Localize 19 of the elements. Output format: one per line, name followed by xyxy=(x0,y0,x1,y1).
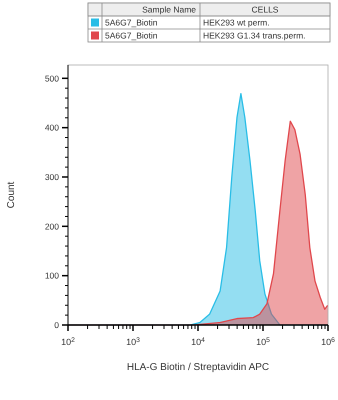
text: HEK293 wt perm. xyxy=(203,18,270,28)
x-tick-label: 10$^{5}$ xyxy=(256,336,270,347)
y-tick-label: 100 xyxy=(44,270,60,281)
x-tick-label: 10$^{2}$ xyxy=(61,336,76,347)
x-tick-label: 10$^{6}$ xyxy=(321,336,336,347)
legend-label: 5A6G7_Biotin xyxy=(105,18,158,28)
y-axis-title: Count xyxy=(6,181,17,208)
y-tick-label: 500 xyxy=(44,73,60,84)
legend-title: Sample Name xyxy=(142,4,196,14)
y-tick-label: 300 xyxy=(44,172,60,182)
x-tick-label: 10$^{3}$ xyxy=(126,336,140,347)
x-tick-label: 10$^{4}$ xyxy=(191,336,206,347)
x-axis-title: HLA-G Biotin / Streptavidin APC xyxy=(126,362,270,373)
y-tick-label: 200 xyxy=(44,221,60,232)
text: CELLS xyxy=(252,4,279,14)
y-tick-label: 400 xyxy=(44,122,60,133)
text: HEK293 G1.34 trans.perm. xyxy=(203,30,306,40)
y-tick-label: 0 xyxy=(54,320,60,330)
legend-label: 5A6G7_Biotin xyxy=(105,30,158,40)
